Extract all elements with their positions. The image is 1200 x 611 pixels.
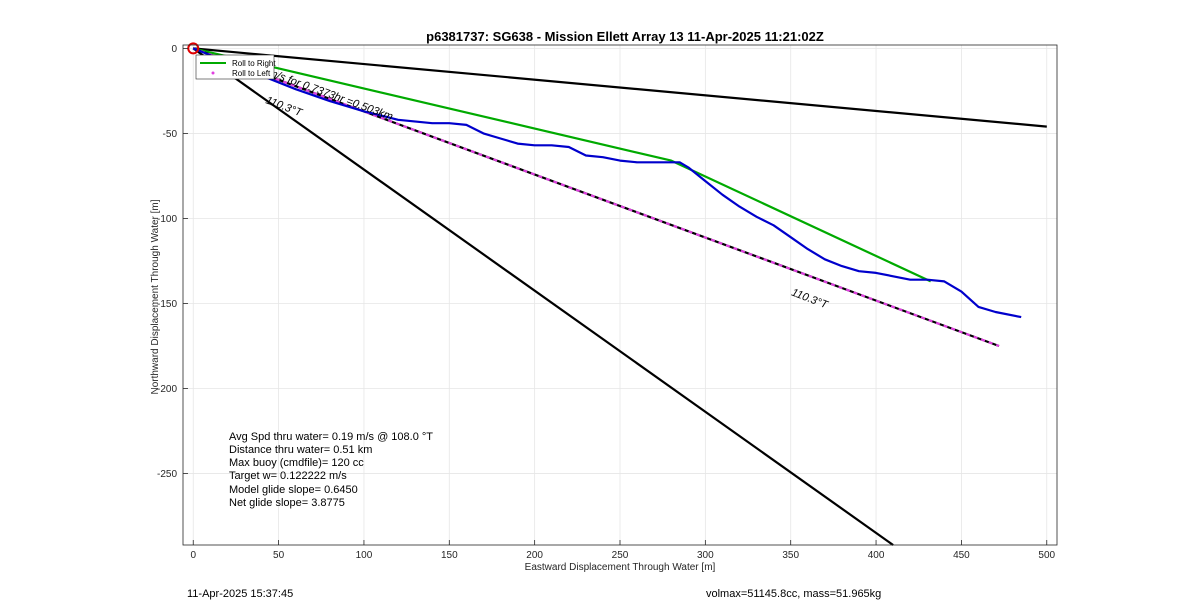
x-axis-ticks: 0 50 100 150 200 250 300 350 400 450 500 bbox=[190, 540, 1056, 561]
series-layer bbox=[187, 42, 1047, 546]
y-tick-label: 0 bbox=[171, 44, 177, 55]
x-tick-label: 100 bbox=[356, 550, 373, 561]
x-tick-label: 200 bbox=[526, 550, 543, 561]
x-tick-label: 150 bbox=[441, 550, 458, 561]
legend-box bbox=[195, 54, 275, 80]
upper-bound-line bbox=[193, 47, 1047, 128]
stats-line: Avg Spd thru water= 0.19 m/s @ 108.0 °T bbox=[229, 431, 433, 443]
x-axis-label: Eastward Displacement Through Water [m] bbox=[525, 562, 716, 573]
x-tick-label: 0 bbox=[190, 550, 196, 561]
chart-title: p6381737: SG638 - Mission Ellett Array 1… bbox=[426, 29, 824, 44]
y-tick-label: -250 bbox=[157, 469, 177, 480]
stats-line: Target w= 0.122222 m/s bbox=[229, 470, 347, 482]
x-tick-label: 400 bbox=[868, 550, 885, 561]
footer-mass-info: volmax=51145.8cc, mass=51.965kg bbox=[706, 588, 882, 600]
x-tick-label: 350 bbox=[782, 550, 799, 561]
legend: Roll to Right Roll to Left bbox=[195, 54, 276, 80]
x-tick-label: 300 bbox=[697, 550, 714, 561]
track-line bbox=[192, 47, 1022, 319]
x-tick-label: 500 bbox=[1038, 550, 1055, 561]
x-tick-label: 50 bbox=[273, 550, 285, 561]
stats-line: Model glide slope= 0.6450 bbox=[229, 484, 358, 496]
stats-line: Distance thru water= 0.51 km bbox=[229, 444, 372, 456]
y-axis-label: Northward Displacement Through Water [m] bbox=[150, 199, 161, 394]
stats-block: Avg Spd thru water= 0.19 m/s @ 108.0 °T … bbox=[229, 431, 433, 509]
legend-label-roll-right: Roll to Right bbox=[232, 59, 276, 68]
footer-timestamp: 11-Apr-2025 15:37:45 bbox=[187, 588, 294, 600]
legend-swatch-roll-left bbox=[211, 71, 215, 75]
legend-label-roll-left: Roll to Left bbox=[232, 69, 271, 78]
start-marker bbox=[187, 42, 200, 55]
y-tick-label: -100 bbox=[157, 214, 177, 225]
green-segment-line bbox=[192, 47, 932, 283]
y-tick-label: -50 bbox=[163, 129, 178, 140]
y-tick-label: -150 bbox=[157, 299, 177, 310]
y-axis-ticks: 0 -50 -100 -150 -200 -250 bbox=[157, 44, 188, 480]
stats-line: Net glide slope= 3.8775 bbox=[229, 497, 345, 509]
y-tick-label: -200 bbox=[157, 384, 177, 395]
lower-bound-line bbox=[192, 47, 894, 546]
stats-line: Max buoy (cmdfile)= 120 cc bbox=[229, 457, 364, 469]
grid-lines bbox=[183, 45, 1057, 545]
heading-line-dash-overlay bbox=[192, 47, 1000, 348]
x-tick-label: 450 bbox=[953, 550, 970, 561]
x-tick-label: 250 bbox=[612, 550, 629, 561]
